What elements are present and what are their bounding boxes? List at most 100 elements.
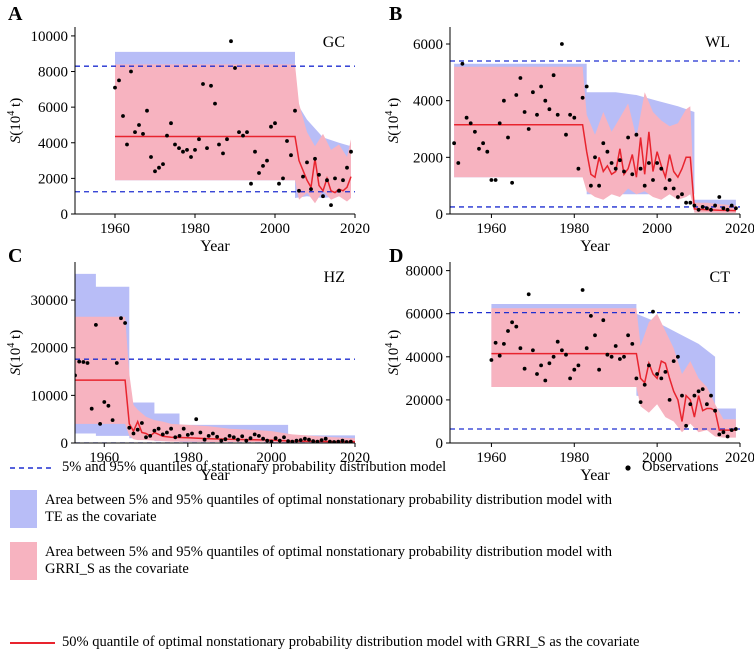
panel-b-x-tick-label: 1980: [559, 221, 589, 237]
panel-d-y-tick-label: 40000: [406, 350, 444, 366]
panel-c-observation: [169, 426, 174, 431]
panel-d-observation: [663, 370, 668, 374]
panel-a-observation: [273, 121, 277, 126]
panel-d-observation: [605, 352, 610, 357]
panel-d-x-tick-label: 1960: [476, 450, 506, 466]
panel-b-observation: [684, 200, 688, 205]
panel-c-x-tick-label: 2000: [256, 450, 286, 466]
panel-d-observation: [613, 344, 618, 348]
panel-b-observation: [493, 178, 498, 182]
legend-grri-band-label: Area between 5% and 95% quantiles of opt…: [45, 544, 612, 578]
panel-c-observation: [127, 425, 132, 430]
panel-a-observation: [165, 133, 169, 138]
panel-d-observation: [696, 389, 701, 394]
panel-c-observation: [269, 439, 274, 443]
panel-c-observation: [257, 434, 261, 438]
panel-c-observation: [160, 432, 165, 437]
panel-a-observation: [169, 121, 173, 126]
panel-c-observation: [231, 435, 236, 440]
panel-a-observation: [293, 108, 297, 113]
legend-grri-band-swatch: [10, 542, 37, 580]
panel-c-observation: [315, 439, 320, 443]
panel-a-observation: [121, 114, 125, 118]
panel-c-observation: [131, 431, 136, 436]
panel-b-observation: [647, 161, 651, 165]
legend: 5% and 95% quantiles of stationary proba…: [0, 452, 754, 652]
panel-c-observation: [185, 433, 190, 437]
panel-d-x-tick-label: 1980: [559, 450, 589, 466]
panel-b-x-label: Year: [580, 238, 610, 255]
panel-b-observation: [729, 203, 734, 208]
panel-c-observation: [344, 440, 349, 443]
panel-b-observation: [626, 135, 630, 140]
panel-c-te-band: [75, 273, 355, 443]
panel-d-observation: [700, 387, 705, 391]
panel-c-observation: [332, 440, 336, 443]
panel-c-observation: [240, 434, 245, 439]
panel-c-observation: [328, 439, 332, 443]
panel-b-observation: [481, 141, 485, 146]
panel-a-observation: [285, 139, 289, 143]
panel-a-observation: [245, 130, 249, 135]
panel-a-observation: [149, 155, 153, 159]
panel-c-observation: [177, 434, 182, 438]
panel-d-observation: [493, 340, 498, 345]
panel-c-x-label: Year: [200, 467, 230, 484]
panel-c-observation: [273, 436, 278, 441]
panel-c-observation: [102, 400, 107, 404]
panel-b-observation: [452, 141, 456, 146]
panel-c-observation: [77, 359, 82, 364]
panel-a-observation: [205, 146, 209, 151]
panel-d-observation: [580, 288, 585, 292]
panel-a-observation: [233, 66, 237, 70]
panel-c-observation: [311, 439, 316, 443]
legend-observations-label: Observations: [642, 459, 719, 475]
panel-d-observation: [589, 314, 593, 318]
panel-b-observation: [696, 207, 701, 212]
panel-c-observation: [144, 435, 148, 440]
panel-b-observation: [680, 192, 684, 197]
panel-b-median-line: [454, 124, 736, 212]
panel-a-observation: [113, 85, 117, 90]
panel-a-observation: [301, 174, 305, 179]
panel-a-observation: [201, 82, 205, 86]
panel-b-observation: [709, 207, 713, 212]
panel-c-observation: [190, 431, 194, 436]
panel-d-observation: [518, 346, 523, 351]
panel-a-observation: [193, 148, 197, 152]
legend-observation-swatch: [625, 465, 631, 471]
panel-c-observation: [348, 439, 353, 443]
panel-d-observation: [502, 342, 506, 346]
panel-c-observation: [244, 438, 249, 443]
panel-a-observation: [317, 172, 321, 177]
panel-c-observation: [223, 437, 228, 442]
panel-c-observation: [152, 428, 157, 433]
panel-b-observation: [688, 200, 693, 205]
panel-a-observation: [349, 149, 353, 154]
panel-b-observation: [473, 129, 477, 134]
panel-d-y-tick-label: 20000: [406, 393, 444, 409]
panel-d-station-code: CT: [710, 269, 731, 286]
panel-c-observation: [286, 439, 290, 443]
panel-b-observation: [456, 161, 461, 165]
panel-d-observation: [655, 372, 659, 376]
panel-b-observation: [560, 42, 564, 46]
panel-c-observation: [248, 436, 253, 441]
panel-c-observation: [298, 438, 303, 442]
panel-c-observation: [282, 435, 286, 440]
panel-c-x-tick-label: 1980: [173, 450, 203, 466]
panel-b-observation: [477, 146, 481, 151]
panel-a-median-line: [115, 135, 352, 194]
panel-c-observation: [319, 438, 324, 442]
panel-a-observation: [313, 156, 317, 161]
panel-d-observation: [576, 363, 581, 368]
panel-c-x-tick-label: 2020: [340, 450, 370, 466]
panel-c-observation: [211, 431, 215, 436]
legend-te-band-swatch: [10, 490, 37, 528]
panel-a-observation: [237, 130, 241, 135]
panel-a-observation: [157, 165, 161, 170]
panel-a-observation: [345, 165, 349, 170]
panel-d-x-tick-label: 2020: [725, 450, 754, 466]
panel-a-observation: [173, 142, 177, 147]
panel-d-observation: [601, 318, 606, 323]
